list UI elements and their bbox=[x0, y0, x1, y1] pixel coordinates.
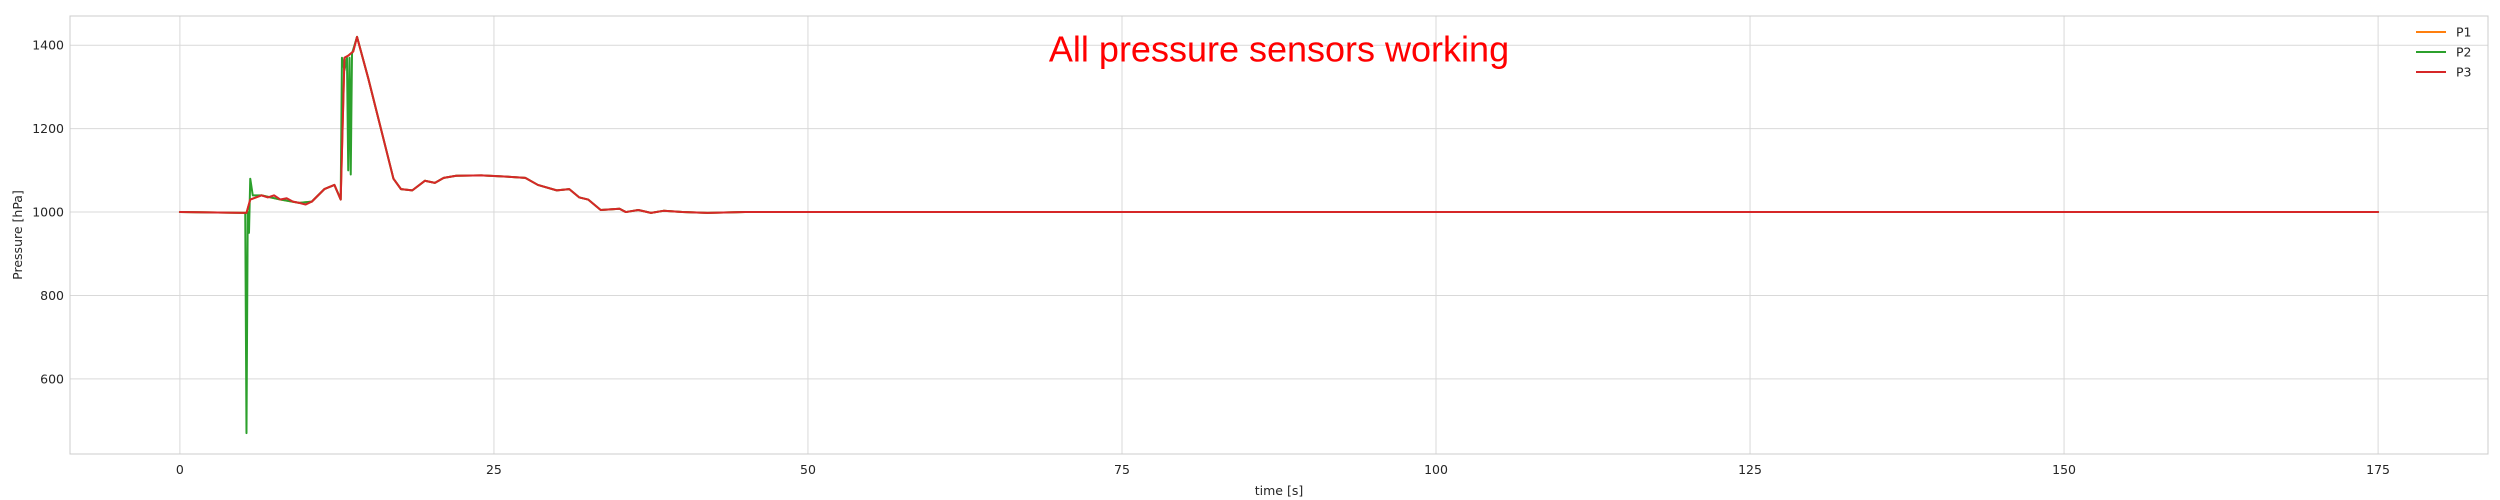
plot-frame bbox=[69, 15, 2489, 455]
x-axis-label: time [s] bbox=[1255, 483, 1303, 498]
x-axis-ticks: 0 25 50 75 100 125 150 175 bbox=[176, 462, 2390, 477]
x-tick-label: 50 bbox=[800, 462, 816, 477]
legend-label-p1: P1 bbox=[2456, 25, 2472, 40]
legend-label-p3: P3 bbox=[2456, 65, 2472, 80]
annotation-text: All pressure sensors working bbox=[1049, 28, 1509, 69]
legend-label-p2: P2 bbox=[2456, 45, 2472, 60]
y-axis-ticks: 600 800 1000 1200 1400 bbox=[32, 38, 64, 387]
series-lines bbox=[178, 35, 2380, 435]
y-tick-label: 600 bbox=[40, 371, 64, 386]
grid bbox=[70, 16, 2488, 454]
legend: P1 P2 P3 bbox=[2416, 25, 2472, 80]
y-tick-label: 1400 bbox=[32, 38, 64, 53]
y-tick-label: 1000 bbox=[32, 205, 64, 220]
x-tick-label: 0 bbox=[176, 462, 184, 477]
x-tick-label: 125 bbox=[1738, 462, 1762, 477]
series-line-p3 bbox=[178, 35, 2380, 214]
series-line-p2 bbox=[178, 35, 2380, 435]
x-tick-label: 175 bbox=[2366, 462, 2390, 477]
x-tick-label: 100 bbox=[1424, 462, 1448, 477]
y-axis-label: Pressure [hPa] bbox=[10, 190, 25, 280]
x-tick-label: 150 bbox=[2052, 462, 2076, 477]
y-tick-label: 800 bbox=[40, 288, 64, 303]
x-tick-label: 25 bbox=[486, 462, 502, 477]
x-tick-label: 75 bbox=[1114, 462, 1130, 477]
y-tick-label: 1200 bbox=[32, 121, 64, 136]
